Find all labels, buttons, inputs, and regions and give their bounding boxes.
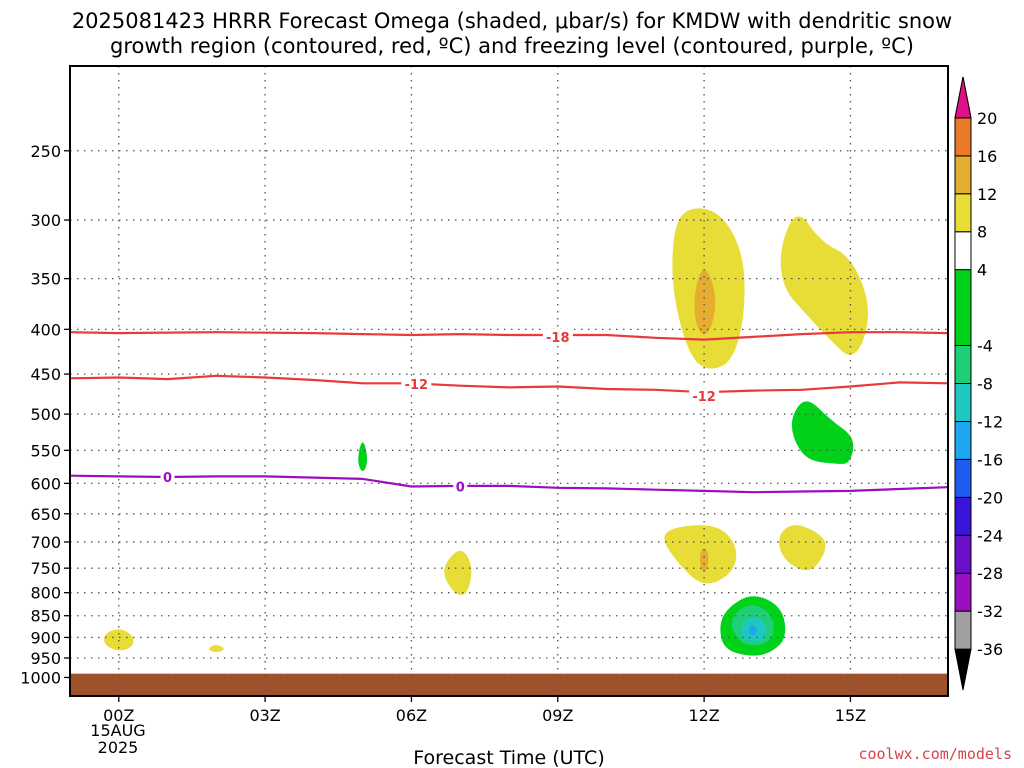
y-tick-label-900: 900 (30, 628, 61, 647)
colorbar-band-7 (954, 383, 972, 422)
contour-label-2-0: 0 (163, 471, 172, 486)
colorbar-label-4: 4 (977, 261, 987, 280)
plot-frame (69, 65, 949, 697)
colorbar-band-11 (954, 193, 972, 233)
y-tick-label-350: 350 (30, 270, 61, 289)
contour-label-0-0: -18 (546, 331, 570, 346)
shaded-region-omega-8-12-a (694, 269, 716, 335)
shaded-region-omega-neg-f (748, 625, 757, 636)
colorbar-label--24: -24 (977, 526, 1003, 545)
y-tick-label-600: 600 (30, 474, 61, 493)
shaded-region-omega-neg-a (791, 401, 854, 464)
colorbar-band-0 (954, 648, 972, 691)
contour-1 (69, 374, 949, 394)
colorbar-label--36: -36 (977, 640, 1003, 659)
x-tick-label-00Z: 00Z (103, 706, 134, 725)
credit-text: coolwx.com/models (858, 745, 1012, 763)
colorbar-band-10 (954, 231, 972, 271)
colorbar-label-16: 16 (977, 147, 997, 166)
colorbar-label--20: -20 (977, 488, 1003, 507)
y-tick-label-650: 650 (30, 505, 61, 524)
contour-0 (69, 331, 949, 341)
colorbar-label--32: -32 (977, 602, 1003, 621)
colorbar-band-4 (954, 496, 972, 536)
colorbar-band-12 (954, 155, 972, 195)
colorbar-band-2 (954, 572, 972, 612)
shaded-region-omega-4-8-e (444, 550, 472, 596)
colorbar-band-9 (954, 269, 972, 347)
colorbar-label-8: 8 (977, 223, 987, 242)
y-tick-label-300: 300 (30, 211, 61, 230)
y-tick-label-550: 550 (30, 441, 61, 460)
pressure-axis: 250 300 350 400 450 500 550 600 650 700 750 800 850 9… (20, 142, 70, 687)
colorbar-band-5 (954, 458, 972, 498)
x-tick-label-15Z: 15Z (835, 706, 866, 725)
chart-title-line-1: 2025081423 HRRR Forecast Omega (shaded, … (72, 9, 952, 33)
contour-label-bg-1-1 (689, 388, 720, 404)
colorbar-label--28: -28 (977, 564, 1003, 583)
contour-label-bg-0-0 (542, 328, 573, 344)
ground-layer (70, 673, 948, 696)
colorbar-band-6 (954, 420, 972, 460)
y-tick-label-500: 500 (30, 405, 61, 424)
x-tick-label-12Z: 12Z (688, 706, 719, 725)
colorbar: -36 -32 -28 -24 -20 -16 -12 -8 -4 4 8 12 16 20 (954, 76, 1003, 691)
colorbar-label--16: -16 (977, 450, 1003, 469)
date-label-year: 2025 (98, 738, 139, 757)
chart-title-line-2: growth region (contoured, red, ºC) and f… (110, 34, 914, 58)
colorbar-band-15 (954, 76, 972, 119)
ground-surface (70, 673, 948, 696)
colorbar-band-13 (954, 117, 972, 157)
colorbar-label-12: 12 (977, 185, 997, 204)
time-axis: 00Z 03Z 06Z 09Z 12Z 15Z (103, 696, 866, 725)
shaded-region-omega-neg-b (358, 442, 368, 471)
x-tick-label-06Z: 06Z (396, 706, 427, 725)
contour-2 (69, 474, 949, 494)
colorbar-label--8: -8 (977, 375, 993, 394)
grid-lines (70, 66, 948, 696)
colorbar-label-20: 20 (977, 109, 997, 128)
x-tick-label-09Z: 09Z (542, 706, 573, 725)
y-tick-label-700: 700 (30, 533, 61, 552)
colorbar-label--12: -12 (977, 412, 1003, 431)
colorbar-band-3 (954, 534, 972, 574)
contour-label-bg-1-0 (401, 376, 432, 392)
x-tick-label-03Z: 03Z (249, 706, 280, 725)
colorbar-label--4: -4 (977, 337, 993, 356)
contour-label-1-1: -12 (692, 390, 716, 405)
shaded-region-omega-4-8-g (209, 645, 224, 653)
contour-label-2-1: 0 (456, 481, 465, 496)
y-tick-label-250: 250 (30, 142, 61, 161)
y-tick-label-800: 800 (30, 584, 61, 603)
y-tick-label-850: 850 (30, 607, 61, 626)
y-tick-label-400: 400 (30, 320, 61, 339)
date-label-day: 15AUG (90, 721, 145, 740)
y-tick-label-450: 450 (30, 365, 61, 384)
shaded-region-omega-4-8-d (779, 525, 826, 571)
y-tick-label-950: 950 (30, 649, 61, 668)
colorbar-band-8 (954, 345, 972, 384)
contour-lines: -18 -12 -12 0 0 (69, 328, 949, 496)
colorbar-band-1 (954, 610, 972, 650)
contour-label-1-0: -12 (405, 378, 429, 393)
omega-shading (104, 208, 869, 656)
x-axis-label: Forecast Time (UTC) (413, 747, 604, 768)
y-tick-label-750: 750 (30, 559, 61, 578)
contour-label-bg-2-1 (453, 478, 468, 494)
shaded-region-omega-4-8-f (104, 629, 134, 651)
contour-label-bg-2-0 (160, 469, 175, 485)
y-tick-label-1000: 1000 (20, 668, 61, 687)
shaded-region-omega-4-8-b (780, 216, 869, 355)
shaded-region-omega-8-12-b (699, 548, 709, 573)
